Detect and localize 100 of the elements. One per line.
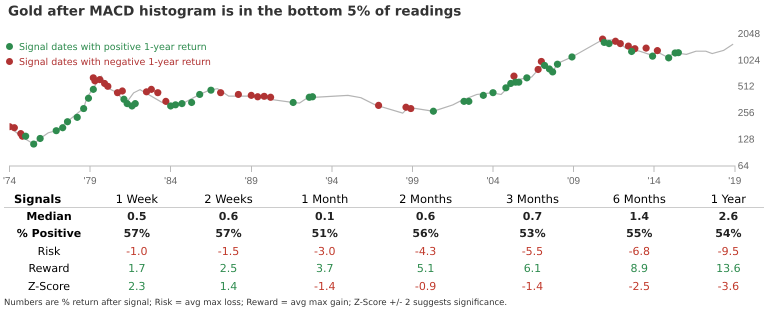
y-tick-label: % Positive — [16, 226, 82, 242]
y-tick-label: 64 — [738, 160, 750, 172]
point — [196, 90, 204, 98]
y-tick-label: 2048 — [738, 28, 760, 40]
point — [84, 94, 92, 102]
data-label: 1.4 — [628, 209, 650, 225]
data-label: 57% — [214, 226, 243, 242]
point — [540, 62, 548, 70]
point — [260, 92, 268, 100]
data-label: 8.9 — [630, 261, 650, 278]
point — [148, 86, 155, 93]
data-label: 53% — [518, 226, 547, 242]
point — [188, 98, 196, 106]
data-label: 2.6 — [718, 209, 740, 225]
point — [172, 101, 180, 108]
x-tick-label: '09 — [567, 176, 581, 187]
point — [22, 132, 30, 140]
data-label: 1.4 — [218, 278, 238, 295]
y-tick-label: 256 — [738, 108, 755, 120]
data-label: 54% — [714, 226, 743, 242]
y-tick-label: 128 — [738, 134, 755, 146]
legend-label: Signal dates with positive 1-year return — [18, 41, 208, 55]
y-tick-label: Risk — [36, 244, 62, 260]
point — [96, 76, 104, 84]
data-label: 1.7 — [127, 261, 147, 278]
point — [665, 54, 672, 62]
data-label: -3.0 — [313, 244, 336, 260]
x-tick-label: 2 Weeks — [180, 190, 278, 208]
point — [480, 92, 487, 99]
point — [549, 68, 556, 76]
x-tick-label: '79 — [84, 176, 98, 187]
x-tick-label: 1 Week — [94, 190, 180, 208]
point — [154, 89, 162, 96]
data-label: 0.6 — [414, 209, 436, 225]
data-label: 56% — [411, 226, 440, 242]
x-tick-label: 2 Months — [372, 190, 480, 208]
data-label: 6.1 — [522, 261, 542, 278]
point — [654, 47, 661, 54]
y-tick-label: 512 — [738, 82, 755, 93]
x-tick-label: '94 — [325, 176, 339, 187]
point — [502, 84, 510, 92]
y-axis-title: Signals — [4, 190, 94, 208]
point — [217, 89, 224, 96]
point — [178, 100, 186, 108]
point — [642, 44, 650, 52]
x-tick-label: '19 — [728, 176, 742, 187]
point — [162, 98, 170, 105]
data-label: 13.6 — [715, 261, 742, 278]
data-label: 2.5 — [218, 261, 238, 278]
data-label: -9.5 — [716, 244, 740, 260]
data-label: -2.5 — [628, 278, 652, 295]
point — [234, 90, 242, 98]
point — [489, 89, 497, 96]
point — [59, 124, 66, 132]
data-label: -5.5 — [520, 244, 544, 260]
data-label: 5.1 — [416, 261, 436, 278]
data-label: -1.5 — [216, 244, 240, 260]
point — [10, 124, 18, 132]
point — [407, 104, 414, 112]
data-label: -3.6 — [716, 278, 740, 295]
point — [568, 53, 576, 61]
data-label: 0.7 — [522, 209, 544, 225]
x-tick-label: 6 Months — [586, 190, 693, 208]
point — [248, 92, 255, 99]
point — [616, 40, 624, 48]
point — [118, 87, 126, 95]
point — [52, 127, 60, 134]
y-tick-label: Z-Score — [26, 278, 72, 295]
point — [648, 52, 656, 60]
data-label: 57% — [122, 226, 151, 242]
point — [104, 82, 112, 90]
data-label: -1.0 — [125, 244, 149, 260]
point — [534, 66, 542, 74]
x-tick-label: '04 — [486, 176, 500, 187]
point — [374, 102, 382, 109]
chart-title: Gold after MACD histogram is in the bottom 5% of readings — [8, 4, 462, 20]
point — [510, 72, 518, 80]
point — [624, 42, 632, 50]
x-tick-label: '84 — [164, 176, 178, 187]
x-tick-label: '89 — [244, 176, 258, 187]
data-label: -1.4 — [520, 278, 544, 295]
point — [628, 48, 636, 56]
data-label: -4.3 — [414, 244, 438, 260]
point — [267, 94, 274, 101]
point — [605, 40, 613, 48]
point — [554, 60, 562, 68]
data-label: 3.7 — [315, 261, 334, 278]
x-tick-label: 3 Months — [479, 190, 586, 208]
point — [207, 86, 215, 94]
y-tick-label: Median — [25, 209, 73, 225]
point — [523, 74, 530, 82]
text: Numbers are % return after signal; Risk = avg max loss; Reward = avg max gain; Z-Score +/- 2 suggests significance. — [4, 298, 508, 308]
data-label: 55% — [625, 226, 654, 242]
data-label: -0.9 — [414, 278, 438, 295]
x-tick-label: 1 Year — [692, 190, 764, 208]
point — [80, 104, 88, 112]
data-label: 0.5 — [126, 209, 148, 225]
point — [430, 108, 437, 115]
point — [36, 134, 44, 142]
point — [254, 93, 262, 100]
